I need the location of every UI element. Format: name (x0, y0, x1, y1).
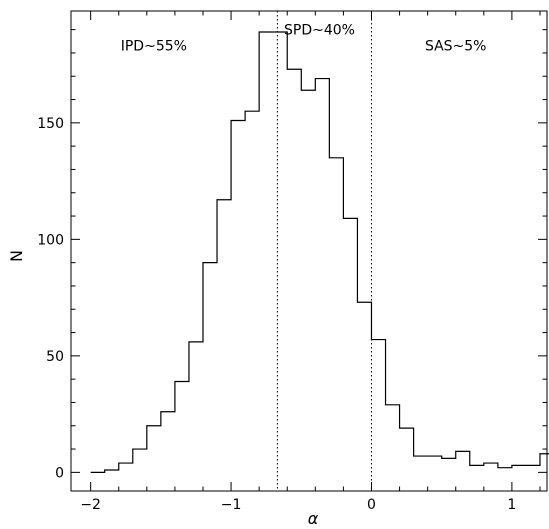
y-tick-label: 0 (55, 465, 64, 481)
plot-frame (70, 10, 548, 492)
x-tick-label: 0 (367, 497, 376, 513)
region-dividers (276, 11, 372, 491)
y-axis-label: N (7, 250, 26, 262)
region-annotation: SAS~5% (425, 39, 487, 55)
axis-ticks (71, 11, 547, 491)
y-tick-label: 150 (37, 116, 64, 132)
histogram-step-line (90, 31, 549, 473)
region-annotation: IPD~55% (121, 39, 187, 55)
x-tick-label: −2 (80, 497, 101, 513)
annotations: IPD~55% SPD~40% SAS~5% (121, 22, 487, 54)
x-axis-label: α (308, 509, 319, 528)
tick-labels: −2 −1 0 1 0 50 100 150 (37, 116, 516, 513)
y-tick-label: 50 (46, 349, 64, 365)
region-annotation: SPD~40% (284, 22, 355, 38)
y-tick-label: 100 (37, 232, 64, 248)
x-tick-label: 1 (507, 497, 516, 513)
x-tick-label: −1 (221, 497, 242, 513)
